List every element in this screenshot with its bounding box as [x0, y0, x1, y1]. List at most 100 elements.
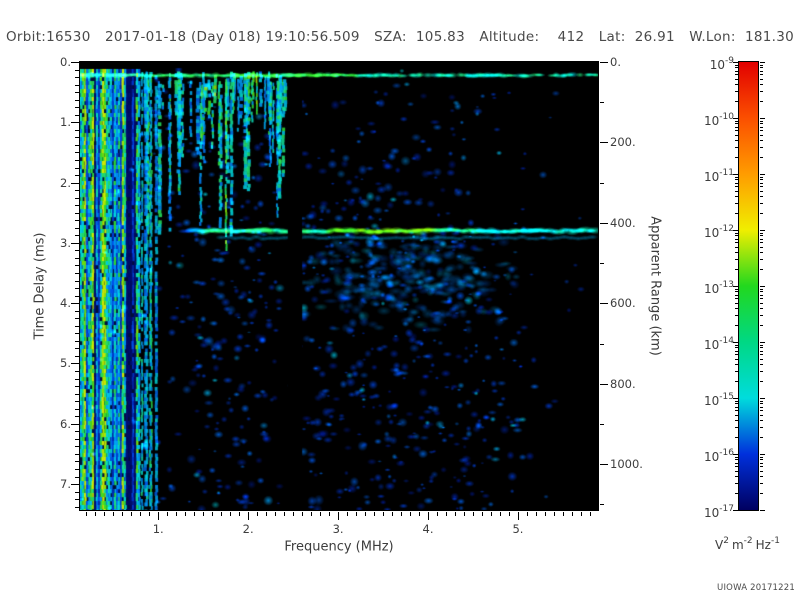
colorbar-mantissa: 10 — [704, 338, 720, 352]
x-axis-minor-tick — [275, 512, 277, 516]
colorbar-minor-tick — [735, 483, 738, 485]
colorbar-minor-tick — [735, 176, 738, 178]
colorbar-minor-tick — [760, 101, 763, 103]
x-axis-minor-tick — [176, 512, 178, 516]
colorbar-tick — [760, 510, 765, 511]
colorbar-tick-label: 10-17 — [684, 501, 734, 522]
colorbar-minor-tick — [735, 246, 738, 248]
y-axis-minor-tick — [75, 461, 79, 463]
colorbar-minor-tick — [735, 294, 738, 296]
colorbar-tick — [760, 398, 765, 399]
y-axis-minor-tick — [75, 280, 79, 282]
y-axis-minor-tick — [75, 386, 79, 388]
colorbar-minor-tick — [735, 291, 738, 293]
y-axis-tick — [71, 182, 79, 184]
colorbar-minor-tick — [735, 298, 738, 300]
colorbar-minor-tick — [760, 176, 763, 178]
colorbar-minor-tick — [735, 410, 738, 412]
colorbar-minor-tick — [735, 347, 738, 349]
colorbar-minor-tick — [735, 420, 738, 422]
colorbar-minor-tick — [735, 403, 738, 405]
colorbar-minor-tick — [735, 344, 738, 346]
x-axis-minor-tick — [104, 512, 106, 516]
x-axis-minor-tick — [464, 512, 465, 516]
y-axis-minor-tick — [75, 318, 79, 320]
y2-axis-minor-tick — [600, 263, 604, 265]
y-axis-minor-tick — [75, 506, 79, 508]
colorbar-minor-tick — [760, 288, 763, 290]
colorbar-minor-tick — [735, 213, 738, 215]
colorbar-minor-tick — [735, 364, 738, 366]
colorbar-minor-tick — [760, 269, 763, 271]
y2-axis-minor-tick — [600, 423, 604, 425]
colorbar-minor-tick — [760, 414, 763, 416]
colorbar-tick — [733, 398, 738, 399]
header-sza: SZA: 105.83 — [374, 29, 465, 45]
y-axis-minor-tick — [75, 371, 79, 373]
colorbar-tick — [760, 62, 765, 63]
y-axis-tick-label: 3. — [60, 235, 71, 250]
y-axis-minor-tick — [75, 129, 79, 131]
colorbar-minor-tick — [760, 70, 763, 72]
colorbar-minor-tick — [735, 308, 738, 310]
y-axis-minor-tick — [75, 152, 79, 154]
colorbar-minor-tick — [735, 466, 738, 468]
y-axis-tick-label: 6. — [60, 416, 71, 431]
colorbar-minor-tick — [760, 157, 763, 159]
units-base: Hz — [755, 538, 771, 552]
x-axis-minor-tick — [293, 512, 295, 516]
colorbar-tick — [733, 62, 738, 63]
colorbar-minor-tick — [760, 126, 763, 128]
x-axis-tick-label: 4. — [422, 522, 434, 536]
x-axis-minor-tick — [490, 512, 492, 516]
colorbar-minor-tick — [735, 414, 738, 416]
colorbar-minor-tick — [735, 358, 738, 360]
y2-axis-tick-label: 800. — [610, 376, 636, 391]
y2-axis-tick-label: 400. — [610, 215, 636, 230]
x-axis-minor-tick — [356, 512, 358, 516]
y-axis-minor-tick — [75, 295, 79, 297]
y-axis-minor-tick — [75, 499, 79, 501]
y-axis-minor-tick — [75, 446, 79, 448]
colorbar-minor-tick — [735, 84, 738, 86]
colorbar-minor-tick — [735, 123, 738, 125]
colorbar-tick — [733, 174, 738, 175]
y-axis-minor-tick — [75, 265, 79, 267]
colorbar-tick — [760, 286, 765, 287]
x-axis-minor-tick — [499, 512, 501, 516]
y-axis-minor-tick — [75, 355, 79, 357]
colorbar-tick — [733, 510, 738, 511]
colorbar-minor-tick — [760, 140, 763, 142]
colorbar-minor-tick — [760, 179, 763, 181]
colorbar-minor-tick — [735, 354, 738, 356]
y-axis-minor-tick — [75, 190, 79, 192]
colorbar-minor-tick — [760, 134, 763, 136]
colorbar-minor-tick — [760, 462, 763, 464]
x-axis-minor-tick — [526, 512, 528, 516]
y-axis-minor-tick — [75, 288, 79, 290]
y-axis-tick-label: 4. — [60, 296, 71, 311]
colorbar-minor-tick — [760, 483, 763, 485]
colorbar-minor-tick — [760, 238, 763, 240]
colorbar-minor-tick — [735, 259, 738, 261]
colorbar-tick — [760, 342, 765, 343]
colorbar-minor-tick — [760, 476, 763, 478]
colorbar-minor-tick — [760, 456, 763, 458]
y-axis-minor-tick — [75, 159, 79, 161]
colorbar-minor-tick — [760, 427, 763, 429]
y-axis-minor-tick — [75, 468, 79, 470]
x-axis-minor-tick — [365, 512, 367, 516]
y-axis-minor-tick — [75, 197, 79, 199]
y-axis-minor-tick — [75, 77, 79, 79]
colorbar-exponent: -10 — [719, 112, 734, 122]
colorbar-tick-label: 10-12 — [684, 221, 734, 242]
colorbar-minor-tick — [735, 186, 738, 188]
colorbar-minor-tick — [735, 67, 738, 69]
colorbar-exponent: -11 — [719, 168, 734, 178]
y-axis-minor-tick — [75, 137, 79, 139]
units-exponent: -1 — [770, 536, 780, 546]
x-axis-minor-tick — [185, 512, 187, 516]
colorbar-minor-tick — [735, 101, 738, 103]
colorbar-minor-tick — [760, 420, 763, 422]
x-axis-minor-tick — [446, 512, 448, 516]
